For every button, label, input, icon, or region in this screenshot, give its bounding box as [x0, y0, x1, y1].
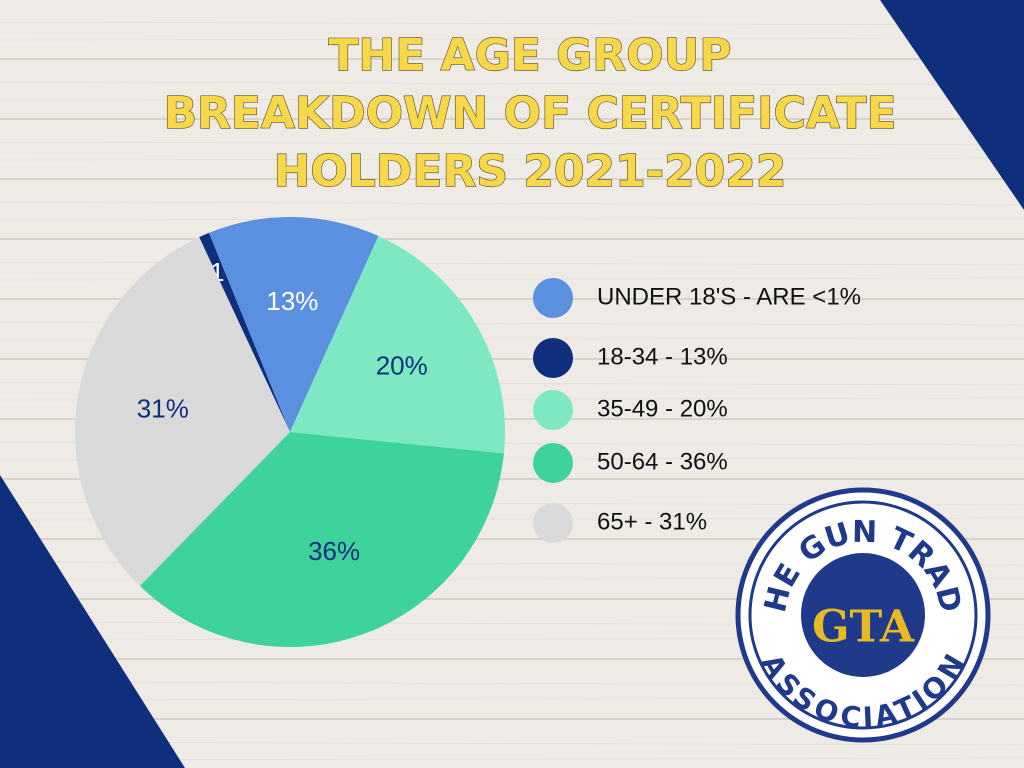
pie-slice [199, 232, 290, 432]
pie: <1%13%20%36%31% [75, 217, 505, 648]
slice-label: 20% [376, 350, 428, 380]
slice-label: 31% [137, 393, 189, 423]
legend-label: 18-34 - 13% [597, 343, 728, 370]
title-line: THE AGE GROUP [328, 30, 731, 81]
corner-triangle [880, 0, 1024, 210]
title-line: BREAKDOWN OF CERTIFICATE [163, 88, 896, 139]
logo-monogram: GTA [812, 602, 915, 653]
legend-marker [533, 278, 573, 318]
pie-slice [75, 237, 290, 586]
pie-slice [139, 432, 504, 648]
legend-label: 50-64 - 36% [597, 448, 728, 475]
legend-marker [533, 443, 573, 483]
slice-label: 13% [266, 286, 318, 316]
legend-marker [533, 338, 573, 378]
legend-label: 65+ - 31% [597, 508, 707, 535]
legend: UNDER 18'S - ARE <1% 18-34 - 13% 35-49 - 2… [533, 278, 861, 543]
corner-triangle [0, 475, 185, 768]
pie-slice [290, 236, 505, 454]
title-line: HOLDERS 2021-2022 [274, 146, 787, 197]
legend-marker [533, 390, 573, 430]
slice-label: 36% [308, 536, 360, 566]
legend-marker [533, 503, 573, 543]
legend-label: UNDER 18'S - ARE <1% [597, 283, 861, 310]
pie-slice [208, 217, 379, 432]
legend-label: 35-49 - 20% [597, 395, 728, 422]
